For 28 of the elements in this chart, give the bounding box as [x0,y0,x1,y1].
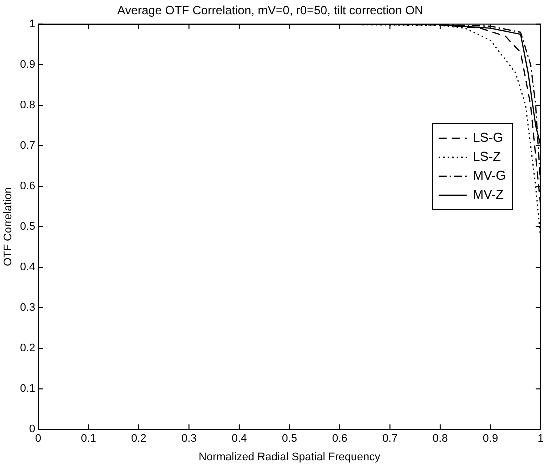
legend-label: MV-Z [472,187,504,202]
x-tick-label: 0.5 [282,433,298,446]
x-tick-label: 0.1 [81,433,96,446]
x-tick-label: 0.3 [182,433,197,446]
x-tick-label: 0.7 [382,433,398,446]
y-tick-label: 0.3 [20,302,36,314]
y-tick-label: 0.5 [20,221,36,234]
y-tick-label: 0.7 [20,140,36,152]
y-tick-label: 0 [29,424,36,436]
x-tick-label: 0.4 [232,433,248,446]
legend-label: MV-G [472,168,506,184]
x-axis-title: Normalized Radial Spatial Frequency [198,451,382,464]
x-tick-label: 1 [538,433,544,446]
y-tick-label: 0.8 [20,99,36,112]
y-axis-title: OTF Correlation [2,188,15,266]
y-tick-label: 0.4 [20,262,36,274]
x-tick-label: 0.8 [432,433,448,446]
legend-label: LS-Z [472,149,502,164]
x-tick-label: 0.9 [483,433,498,446]
y-tick-label: 0.1 [20,383,36,396]
y-tick-label: 0.9 [20,58,36,71]
legend-label: LS-G [472,130,504,146]
x-tick-label: 0.2 [131,433,147,446]
chart-title: Average OTF Correlation, mV=0, r0=50, tilt correction ON [118,4,424,18]
y-tick-label: 0.2 [20,342,36,355]
y-tick-label: 0.6 [20,180,36,193]
x-tick-label: 0.6 [332,433,348,446]
y-tick-label: 1 [29,18,36,30]
